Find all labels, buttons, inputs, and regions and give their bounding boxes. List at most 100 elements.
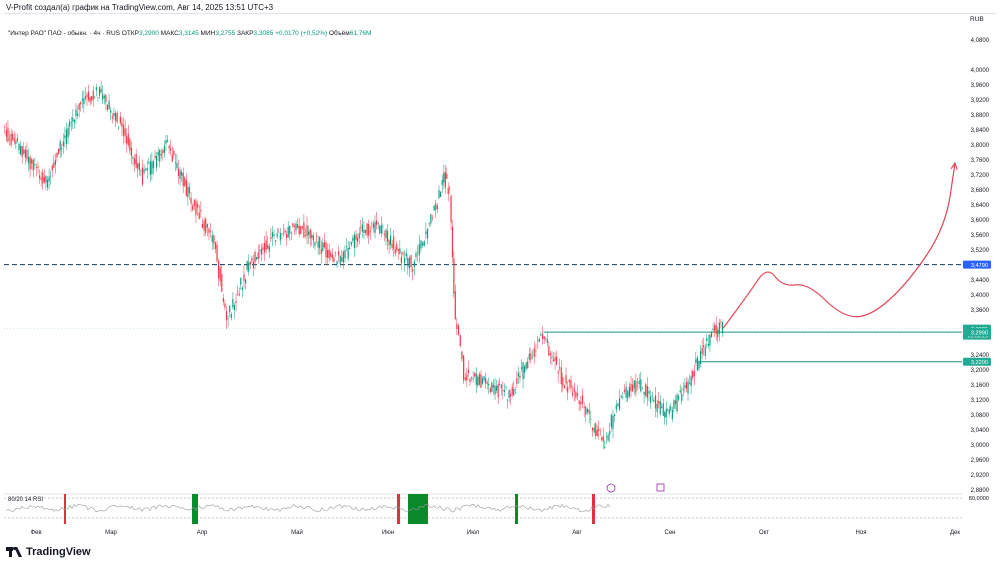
candle-body	[635, 380, 637, 393]
candle-body	[408, 257, 411, 269]
price-tag	[963, 328, 991, 337]
candle-body	[475, 373, 477, 385]
candle-body	[385, 229, 387, 238]
candle-body	[522, 362, 524, 380]
candle-body	[679, 390, 681, 393]
candle-body	[500, 384, 502, 388]
candle-body	[240, 277, 242, 285]
chart-frame	[4, 13, 996, 544]
candle-body	[447, 187, 449, 194]
y-tick-label: 3,0400	[971, 428, 990, 434]
candle-body	[472, 378, 474, 380]
candle-body	[138, 162, 140, 171]
rsi-zone	[592, 494, 595, 524]
candle-body	[303, 222, 305, 238]
candle-body	[34, 164, 36, 166]
candle-body	[602, 435, 604, 442]
candle-body	[173, 150, 175, 156]
candle-body	[21, 146, 23, 157]
x-tick-label: Окт	[759, 530, 769, 536]
candle-body	[710, 332, 713, 338]
candle-body	[372, 223, 375, 228]
candle-body	[56, 152, 58, 158]
candle-body	[98, 86, 101, 96]
candle-body	[216, 244, 218, 262]
candle-body	[456, 323, 458, 329]
candle-body	[130, 148, 133, 156]
candle-body	[560, 367, 562, 384]
candle-body	[72, 117, 74, 122]
candle-body	[132, 157, 134, 159]
candle-body	[651, 395, 653, 397]
candle-body	[254, 252, 256, 263]
candle-body	[511, 386, 513, 395]
candle-body	[612, 415, 614, 430]
y-tick-label: 2,8800	[971, 488, 990, 494]
candle-body	[317, 241, 319, 248]
y-tick-label: 3,4400	[971, 278, 990, 284]
candle-body	[682, 388, 684, 391]
candle-body	[363, 229, 365, 233]
candle-body	[279, 232, 281, 241]
candle-body	[243, 274, 245, 281]
candle-body	[407, 258, 409, 267]
candle-body	[113, 112, 115, 117]
candle-body	[23, 149, 25, 154]
candle-body	[336, 261, 338, 265]
candle-body	[251, 258, 253, 261]
volume-label: Объём	[328, 30, 350, 37]
y-tick-label: 4,0800	[971, 38, 990, 44]
y-tick-label: 3,9200	[971, 98, 990, 104]
candle-body	[709, 334, 711, 346]
candle-body	[50, 175, 52, 177]
candle-body	[159, 149, 161, 162]
candle-body	[331, 254, 333, 259]
x-tick-label: Мар	[105, 530, 117, 536]
candle-body	[636, 385, 639, 387]
candle-body	[698, 361, 700, 369]
candle-body	[155, 155, 158, 168]
candle-body	[421, 242, 424, 246]
y-tick-label: 3,5200	[971, 248, 990, 254]
candle-body	[551, 356, 553, 358]
candle-body	[102, 93, 104, 100]
candle-body	[357, 237, 359, 242]
candle-body	[355, 234, 357, 240]
candle-body	[436, 205, 438, 210]
tradingview-brand[interactable]: TradingView	[6, 546, 91, 558]
candle-body	[707, 343, 709, 346]
candle-body	[412, 269, 414, 272]
candle-body	[145, 168, 147, 170]
candle-body	[54, 160, 57, 165]
candle-body	[5, 130, 7, 137]
candle-body	[286, 234, 288, 239]
candle-body	[426, 228, 429, 239]
candle-body	[62, 141, 64, 147]
candle-body	[617, 403, 619, 407]
candle-body	[263, 243, 266, 253]
candle-body	[29, 156, 31, 170]
candle-body	[673, 400, 675, 409]
candle-body	[706, 338, 708, 342]
candle-body	[292, 223, 294, 227]
rsi-zone	[515, 494, 518, 524]
candle-body	[379, 226, 381, 233]
price-tag-label: 3,2200	[971, 360, 988, 366]
candle-body	[111, 116, 113, 119]
candle-body	[278, 231, 280, 233]
candle-body	[648, 391, 650, 394]
candle-body	[470, 377, 473, 378]
candle-body	[140, 169, 142, 171]
candle-body	[466, 374, 468, 381]
candle-body	[146, 168, 148, 171]
candle-body	[16, 138, 19, 142]
rsi-upper-label: 80,0000	[969, 496, 989, 502]
candle-body	[86, 94, 88, 97]
candle-body	[350, 241, 352, 245]
candle-body	[95, 87, 97, 91]
candle-body	[334, 251, 337, 253]
candle-body	[353, 234, 356, 248]
price-tag	[963, 357, 991, 366]
candle-body	[718, 322, 720, 334]
